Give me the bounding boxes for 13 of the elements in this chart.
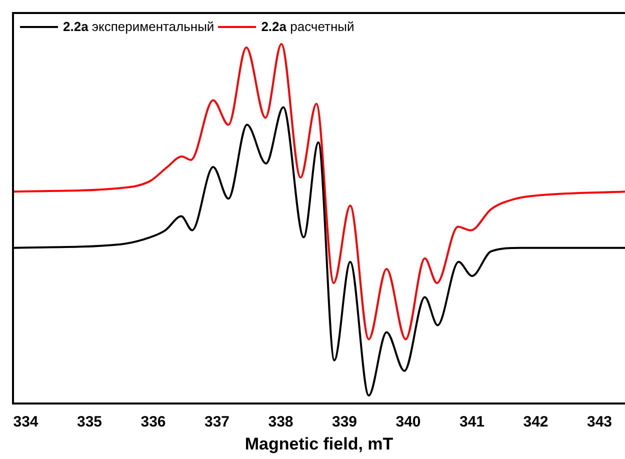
x-tick-label: 342 <box>523 414 548 431</box>
legend-label: 2.2a расчетный <box>261 19 354 34</box>
x-axis-title: Magnetic field, mT <box>244 434 394 454</box>
x-tick-label: 335 <box>76 414 102 431</box>
x-tick-label: 340 <box>396 414 421 431</box>
x-tick-label: 338 <box>268 414 294 431</box>
x-tick-label: 341 <box>459 414 485 431</box>
x-tick-label: 339 <box>332 414 358 431</box>
legend-label: 2.2a экспериментальный <box>63 19 214 34</box>
x-tick-label: 337 <box>204 414 230 431</box>
x-tick-label: 336 <box>140 414 166 431</box>
x-tick-label: 343 <box>586 414 612 431</box>
x-tick-label: 334 <box>13 414 39 431</box>
